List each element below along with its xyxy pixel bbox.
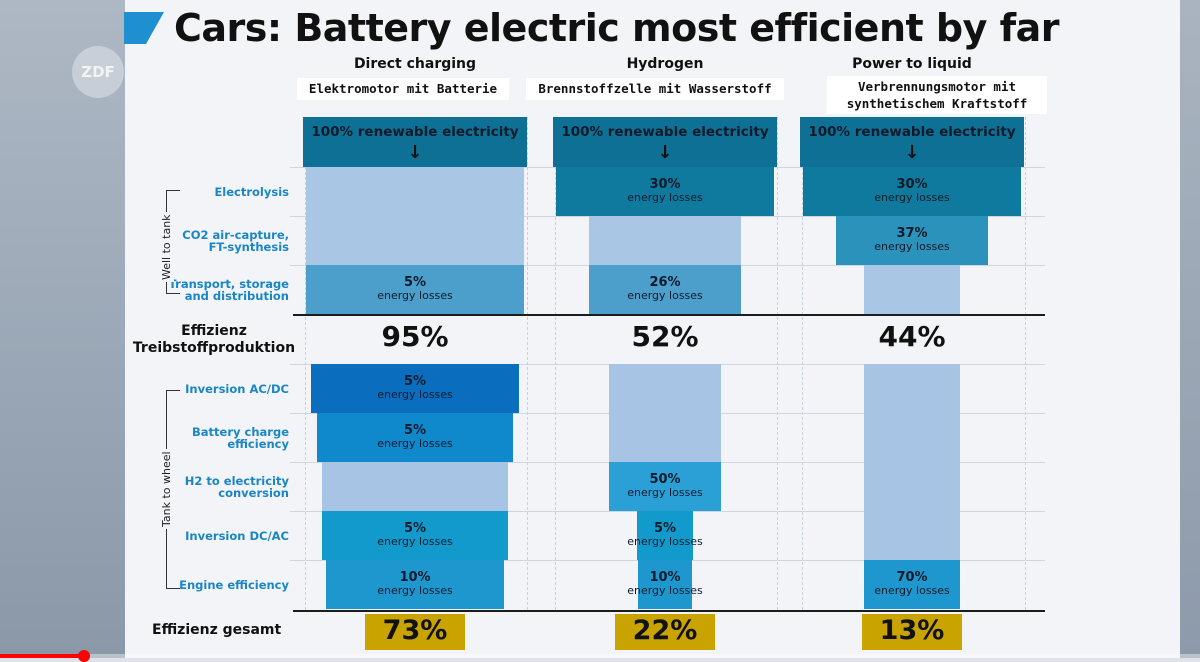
- stage-bar-1-4: [608, 413, 722, 462]
- renewable-source-bar-1: [553, 117, 777, 167]
- video-progress-track[interactable]: [0, 654, 1200, 658]
- total-efficiency-label: Effizienz gesamt: [152, 622, 282, 638]
- stage-bar-0-5: [321, 462, 509, 511]
- down-arrow-icon: ↓: [904, 142, 920, 163]
- stage-bar-0-0: [306, 167, 524, 216]
- renewable-source-bar-0: [303, 117, 527, 167]
- stage-bar-1-5: [608, 462, 722, 511]
- stage-label-1: CO2 air-capture, FT-synthesis: [182, 227, 289, 254]
- stage-bar-2-5: [863, 462, 961, 511]
- column-guide: [305, 117, 306, 610]
- stage-bar-1-3: [608, 364, 722, 413]
- stage-bar-2-2: [863, 265, 961, 314]
- stage-bar-2-3: [863, 364, 961, 413]
- fuel-production-rule: [293, 314, 1045, 316]
- stage-bar-1-0: [556, 167, 774, 216]
- total-efficiency-box-2: 13%: [862, 614, 962, 650]
- down-arrow-icon: ↓: [657, 142, 673, 163]
- column-title-0: Direct charging: [353, 56, 477, 72]
- renewable-source-bar-2: [800, 117, 1024, 167]
- background-left: [0, 0, 125, 658]
- stage-bar-1-7: [638, 560, 692, 609]
- stage-bar-0-4: [316, 413, 514, 462]
- stage-bar-0-7: [326, 560, 504, 609]
- fuel-efficiency-value-1: 52%: [631, 320, 699, 353]
- fuel-efficiency-label: Effizienz Treibstoffproduktion: [125, 323, 303, 359]
- stage-bar-2-7: [863, 560, 961, 609]
- stage-label-5: H2 to electricity conversion: [184, 473, 289, 500]
- total-efficiency-box-0: 73%: [365, 614, 465, 650]
- stage-bar-1-2: [588, 265, 742, 314]
- column-title-2: Power to liquid: [852, 56, 972, 72]
- fuel-efficiency-value-2: 44%: [878, 320, 946, 353]
- well-to-tank-bracket-bottom: [166, 293, 180, 294]
- column-subtitle-1: Brennstoffzelle mit Wasserstoff: [526, 78, 784, 100]
- column-guide: [802, 117, 803, 610]
- stage-bar-0-3: [311, 364, 519, 413]
- column-subtitle-2: Verbrennungsmotor mit synthetischem Kraf…: [827, 76, 1047, 114]
- fuel-efficiency-label-line: Effizienz: [181, 323, 247, 339]
- down-arrow-icon: ↓: [407, 142, 423, 163]
- renewable-source-label-0: 100% renewable electricity: [311, 124, 519, 140]
- stage-label-0: Electrolysis: [214, 184, 289, 199]
- fuel-efficiency-value-0: 95%: [381, 320, 449, 353]
- column-guide: [777, 117, 778, 610]
- video-scrubber-handle[interactable]: [78, 650, 90, 662]
- stage-bar-2-6: [863, 511, 961, 560]
- column-guide: [527, 117, 528, 610]
- stage-bar-2-4: [863, 413, 961, 462]
- well-to-tank-label: Well to tank: [160, 211, 174, 282]
- stage-bar-2-1: [835, 216, 989, 265]
- stage-bar-1-6: [636, 511, 694, 560]
- video-progress-fill: [0, 654, 84, 658]
- tank-to-wheel-bracket-top: [166, 390, 180, 391]
- tank-to-wheel-label: Tank to wheel: [160, 449, 174, 529]
- well-to-tank-bracket-top: [166, 190, 180, 191]
- stage-label-2: Transport, storage and distribution: [168, 276, 289, 303]
- renewable-source-label-1: 100% renewable electricity: [561, 124, 769, 140]
- stage-label-7: Engine efficiency: [179, 577, 289, 592]
- stage-label-4: Battery charge efficiency: [192, 424, 289, 451]
- stage-label-3: Inversion AC/DC: [185, 381, 289, 396]
- tank-to-wheel-bracket-bottom: [166, 588, 180, 589]
- stage-bar-0-6: [321, 511, 509, 560]
- total-efficiency-box-1: 22%: [615, 614, 715, 650]
- column-guide: [555, 117, 556, 610]
- renewable-source-label-2: 100% renewable electricity: [808, 124, 1016, 140]
- zdf-watermark-logo: ZDF: [72, 46, 124, 98]
- stage-bar-0-1: [306, 216, 524, 265]
- chart-title: Cars: Battery electric most efficient by…: [174, 6, 1060, 50]
- stage-bar-0-2: [306, 265, 524, 314]
- stage-label-6: Inversion DC/AC: [185, 528, 289, 543]
- background-right: [1180, 0, 1200, 658]
- stage-bar-2-0: [803, 167, 1021, 216]
- fuel-efficiency-label-line: Treibstoffproduktion: [132, 340, 296, 356]
- column-title-1: Hydrogen: [626, 56, 704, 72]
- column-guide: [1025, 117, 1026, 610]
- column-subtitle-0: Elektromotor mit Batterie: [297, 78, 509, 100]
- total-rule: [293, 610, 1045, 612]
- stage-bar-1-1: [588, 216, 742, 265]
